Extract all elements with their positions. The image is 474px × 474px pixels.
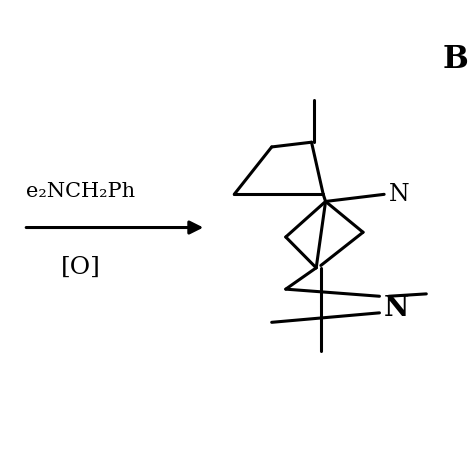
Text: B: B (443, 44, 468, 75)
Text: N: N (384, 295, 410, 321)
Text: e₂NCH₂Ph: e₂NCH₂Ph (26, 182, 135, 201)
Text: [O]: [O] (61, 256, 101, 279)
Text: N: N (389, 183, 410, 206)
